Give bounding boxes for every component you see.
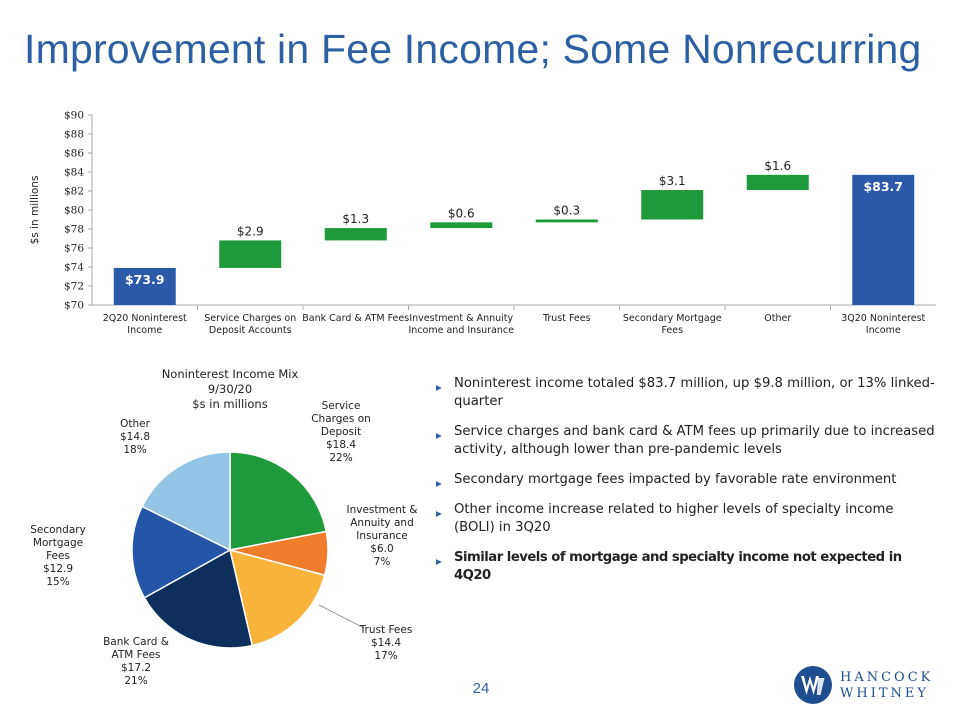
change-bar (430, 222, 493, 229)
data-label: $1.3 (342, 212, 369, 226)
pie-label-line: 21% (124, 675, 148, 687)
pie-slice (228, 548, 326, 647)
y-tick-label: $74 (64, 262, 84, 274)
x-tick-label: Fees (661, 325, 683, 336)
waterfall-chart: $70 $72 $74 $76 $78 $80 $82 $84 $86 $88 $90 $s in m… (29, 110, 936, 336)
pie-label-line: 17% (374, 650, 398, 662)
bullet-item: Secondary mortgage fees impacted by favo… (436, 471, 936, 493)
y-tick-label: $88 (64, 129, 84, 141)
data-label: $1.6 (764, 159, 791, 173)
pie-slice-label: Service Charges on Deposit $18.4 22% (296, 400, 386, 465)
pie-slice-label: Investment & Annuity and Insurance $6.0 7% (336, 504, 428, 569)
pie-label-line: Investment & (346, 504, 418, 516)
x-tick-label: Investment & Annuity (409, 313, 513, 324)
x-tick-label: Service Charges on (204, 313, 296, 324)
pie-slice (229, 451, 328, 551)
x-tick-label: 3Q20 Noninterest (841, 313, 925, 324)
pie-slice (141, 451, 231, 552)
y-axis-label: $s in millions (29, 176, 41, 245)
pie-label-line: Other (120, 418, 150, 430)
x-tick-label: Other (764, 313, 791, 324)
change-bar (746, 174, 809, 191)
pie-label-line: Mortgage (32, 537, 84, 549)
pie-label-line: $14.4 (370, 637, 402, 649)
change-bar (324, 228, 387, 241)
pie-title-line-2: 9/30/20 (207, 382, 253, 396)
data-label: $0.6 (448, 206, 475, 220)
change-bar (641, 190, 704, 220)
logo-wordmark: HANCOCK WHITNEY (840, 670, 933, 702)
change-bar (219, 240, 282, 268)
pie-label-line: $12.9 (42, 563, 74, 575)
total-bar (852, 174, 915, 305)
pie-slice-label: Secondary Mortgage Fees $12.9 15% (22, 524, 94, 589)
pie-slice (131, 505, 232, 599)
x-tick-label: 2Q20 Noninterest (103, 313, 187, 324)
y-tick-label: $76 (64, 243, 84, 255)
y-tick-label: $82 (64, 186, 84, 198)
pie-label-line: $6.0 (370, 543, 394, 555)
data-label: $2.9 (237, 224, 264, 238)
pie-slice (143, 548, 254, 649)
x-tick-label: Deposit Accounts (209, 325, 292, 336)
x-tick-label: Bank Card & ATM Fees (302, 313, 409, 324)
pie-label-line: Service (321, 400, 361, 412)
pie-label-line: 7% (373, 556, 391, 568)
pie-slice-label: Other $14.8 18% (100, 418, 170, 457)
x-tick-label: Secondary Mortgage (623, 313, 722, 324)
pie-chart-title: Noninterest Income Mix 9/30/20 $s in mil… (140, 367, 320, 412)
pie-label-line: Secondary (30, 524, 86, 536)
x-tick-label: Income and Insurance (409, 325, 515, 336)
y-tick-label: $90 (64, 110, 84, 122)
pie-label-line: Bank Card & (103, 636, 169, 648)
y-tick-label: $72 (64, 281, 84, 293)
pie-label-line: Annuity and (350, 517, 414, 529)
pie-label-line: $17.2 (120, 662, 152, 674)
y-tick-label: $86 (64, 148, 84, 160)
data-label: $73.9 (125, 272, 165, 287)
y-tick-label: $78 (64, 224, 84, 236)
hancock-whitney-w-icon (794, 666, 832, 704)
x-tick-label: Trust Fees (542, 313, 591, 324)
pie-leader-line (318, 604, 365, 629)
y-tick-label: $80 (64, 205, 84, 217)
change-bar (535, 219, 598, 223)
page-number: 24 (472, 680, 490, 697)
pie-label-line: ATM Fees (111, 649, 161, 661)
bullet-item: Service charges and bank card & ATM fees… (436, 423, 936, 459)
pie-slice-label: Bank Card & ATM Fees $17.2 21% (96, 636, 176, 688)
y-tick-label: $70 (64, 300, 84, 312)
logo-line-1: HANCOCK (840, 670, 934, 685)
data-label: $3.1 (659, 174, 686, 188)
pie-title-line-1: Noninterest Income Mix (161, 367, 299, 381)
pie-label-line: 18% (123, 444, 147, 456)
page-title: Improvement in Fee Income; Some Nonrecur… (24, 26, 922, 72)
bullet-list: Noninterest income totaled $83.7 million… (436, 375, 936, 597)
data-label: $83.7 (863, 179, 903, 194)
x-tick-label: Income (127, 325, 162, 336)
pie-chart (131, 451, 365, 649)
pie-title-line-3: $s in millions (192, 397, 268, 411)
logo-line-2: WHITNEY (840, 686, 929, 701)
pie-label-line: Deposit (320, 426, 362, 438)
bullet-item: Similar levels of mortgage and specialty… (436, 549, 936, 585)
pie-label-line: 15% (46, 576, 70, 588)
y-tick-label: $84 (64, 167, 84, 179)
pie-label-line: $14.8 (119, 431, 151, 443)
pie-label-line: $18.4 (325, 439, 357, 451)
x-tick-label: Income (866, 325, 901, 336)
bullet-item: Other income increase related to higher … (436, 501, 936, 537)
pie-label-line: 22% (329, 452, 353, 464)
pie-label-line: Charges on (311, 413, 371, 425)
pie-label-line: Insurance (356, 530, 408, 542)
data-label: $0.3 (553, 204, 580, 218)
pie-slice-label: Trust Fees $14.4 17% (350, 624, 422, 663)
pie-label-line: Fees (46, 550, 70, 562)
bullet-item: Noninterest income totaled $83.7 million… (436, 375, 936, 411)
pie-label-line: Trust Fees (359, 624, 413, 636)
total-bar (113, 267, 176, 305)
